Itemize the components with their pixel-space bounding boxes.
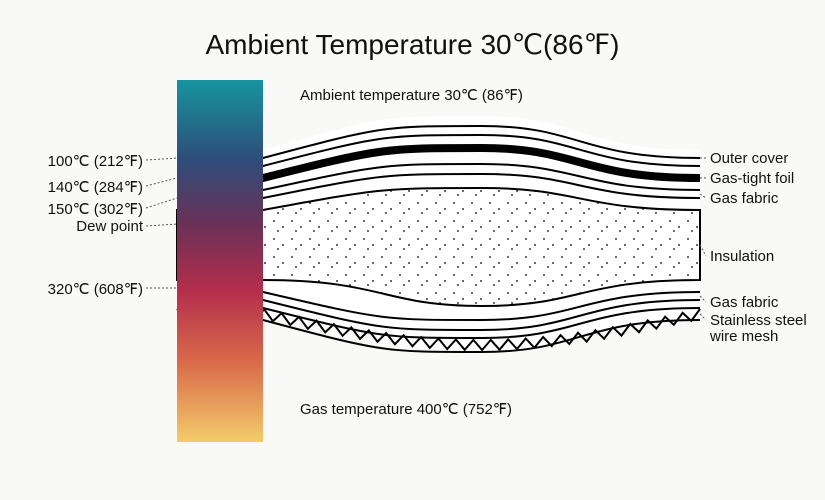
layers-diagram bbox=[0, 0, 825, 500]
